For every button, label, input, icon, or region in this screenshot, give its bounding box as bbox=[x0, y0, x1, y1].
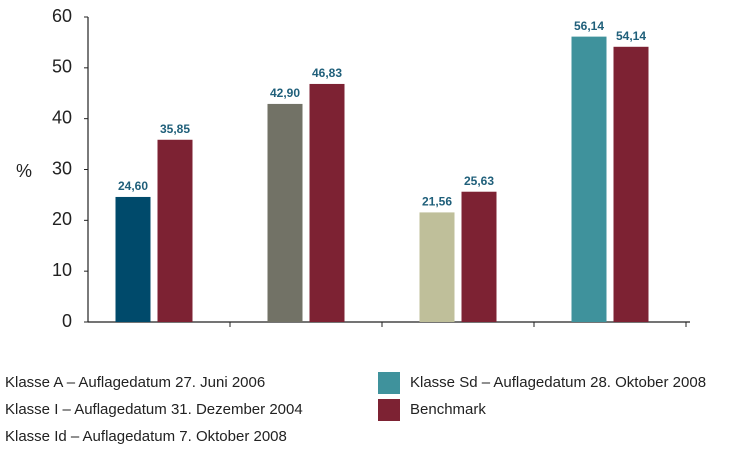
bar bbox=[419, 212, 455, 322]
value-label: 21,56 bbox=[422, 195, 452, 209]
value-label: 46,83 bbox=[312, 66, 342, 80]
legend-label: Klasse A – Auflagedatum 27. Juni 2006 bbox=[5, 374, 265, 391]
value-label: 24,60 bbox=[118, 179, 148, 193]
legend-label: Klasse Sd – Auflagedatum 28. Oktober 200… bbox=[410, 374, 706, 391]
y-axis-label: % bbox=[16, 161, 32, 181]
legend-label: Klasse Id – Auflagedatum 7. Oktober 2008 bbox=[5, 428, 287, 445]
bar bbox=[571, 36, 607, 322]
value-label: 35,85 bbox=[160, 122, 190, 136]
bar bbox=[157, 139, 193, 322]
y-tick-label: 10 bbox=[52, 260, 72, 280]
legend-swatch bbox=[378, 399, 400, 421]
bar bbox=[309, 83, 345, 322]
y-tick-label: 0 bbox=[62, 311, 72, 331]
y-tick-label: 20 bbox=[52, 209, 72, 229]
bar bbox=[613, 46, 649, 323]
bar bbox=[461, 191, 497, 322]
value-label: 42,90 bbox=[270, 86, 300, 100]
bar bbox=[115, 196, 151, 322]
value-label: 54,14 bbox=[616, 29, 646, 43]
y-tick-label: 30 bbox=[52, 158, 72, 178]
bar bbox=[267, 103, 303, 322]
y-tick-label: 50 bbox=[52, 57, 72, 77]
y-tick-label: 40 bbox=[52, 107, 72, 127]
value-label: 25,63 bbox=[464, 174, 494, 188]
legend-label: Benchmark bbox=[410, 401, 486, 418]
y-tick-label: 60 bbox=[52, 6, 72, 26]
value-label: 56,14 bbox=[574, 19, 604, 33]
legend-swatch bbox=[378, 372, 400, 394]
legend-label: Klasse I – Auflagedatum 31. Dezember 200… bbox=[5, 401, 303, 418]
